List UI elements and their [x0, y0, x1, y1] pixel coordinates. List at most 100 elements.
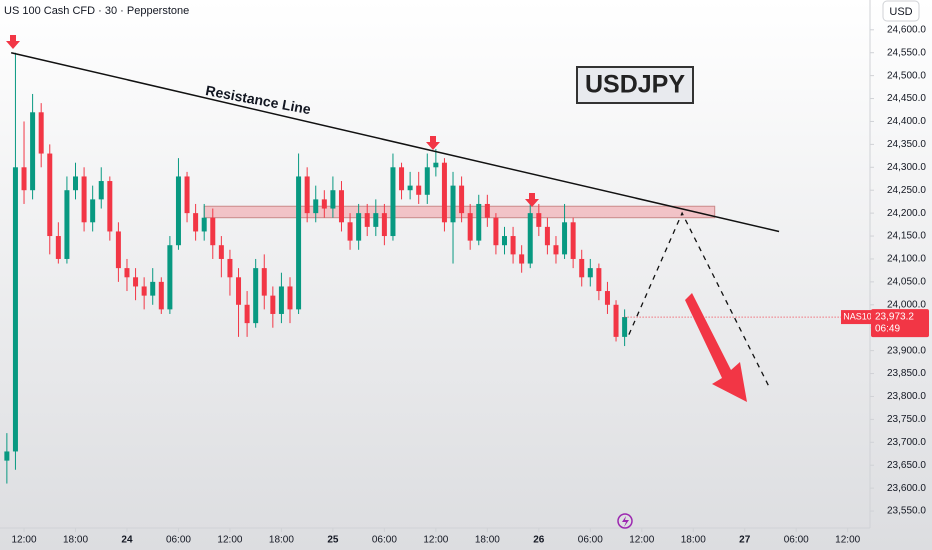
candle-body	[570, 222, 576, 259]
price-tag	[871, 309, 929, 338]
y-tick-label: 23,650.0	[887, 460, 926, 471]
y-tick-label: 23,850.0	[887, 368, 926, 379]
candle-body	[613, 304, 619, 337]
candle-body	[81, 176, 87, 223]
y-tick-label: 24,150.0	[887, 231, 926, 242]
tag-label: USDJPY	[585, 71, 685, 99]
symbol: NAS100	[843, 311, 877, 321]
event-icon[interactable]	[617, 513, 633, 529]
candle-body	[141, 286, 147, 296]
candle-body	[30, 112, 36, 191]
x-tick-label: 12:00	[12, 535, 37, 546]
x-tick-label: 18:00	[63, 535, 88, 546]
x-tick-label: 27	[739, 535, 751, 546]
candle-body	[356, 213, 362, 241]
y-tick-label: 24,200.0	[887, 208, 926, 219]
marker-arrow	[426, 136, 440, 150]
candle-body	[201, 217, 207, 232]
y-tick-label: 24,550.0	[887, 47, 926, 58]
event-bolt	[622, 516, 629, 527]
y-tick-label: 24,400.0	[887, 116, 926, 127]
candle-body	[296, 176, 302, 310]
y-tick-label: 24,250.0	[887, 185, 926, 196]
candle-body	[519, 254, 525, 264]
candle-body	[501, 236, 507, 246]
candle-body	[193, 213, 199, 232]
y-tick-label: 24,350.0	[887, 139, 926, 150]
candle-body	[73, 176, 79, 191]
candle-body	[150, 281, 156, 296]
candle-body	[587, 268, 593, 278]
y-tick-label: 24,600.0	[887, 24, 926, 35]
candle-body	[553, 245, 559, 255]
candle-body	[98, 181, 104, 200]
candle-body	[47, 153, 53, 237]
currency[interactable]: USD	[889, 6, 912, 18]
y-tick-label: 23,550.0	[887, 506, 926, 517]
x-tick-label: 18:00	[269, 535, 294, 546]
x-tick-label: 26	[533, 535, 545, 546]
candle-body	[484, 203, 490, 218]
candle-body	[64, 190, 70, 259]
projection	[628, 211, 772, 390]
candle-body	[278, 286, 284, 314]
candle-body	[4, 451, 10, 461]
candle-body	[407, 185, 413, 191]
x-tick-label: 18:00	[475, 535, 500, 546]
candle-body	[115, 231, 121, 269]
candle-body	[390, 167, 396, 237]
candle-body	[562, 222, 568, 255]
x-tick-label: 18:00	[681, 535, 706, 546]
candle-body	[270, 295, 276, 314]
candle-body	[579, 258, 585, 278]
trendline	[10, 51, 780, 233]
x-tick-label: 24	[121, 535, 133, 546]
currency-button[interactable]	[882, 0, 920, 22]
candle-body	[510, 236, 516, 255]
candle-body	[441, 162, 447, 223]
candle-body	[175, 176, 181, 246]
y-tick-label: 24,000.0	[887, 299, 926, 310]
candle-body	[218, 245, 224, 259]
candle-body	[210, 217, 216, 246]
candle-body	[330, 190, 336, 209]
x-tick-label: 12:00	[835, 535, 860, 546]
candle-body	[90, 199, 96, 223]
candle-body	[536, 213, 542, 227]
x-tick-label: 06:00	[166, 535, 191, 546]
candle-body	[184, 176, 190, 214]
countdown: 06:49	[875, 324, 900, 335]
chart-title: US 100 Cash CFD · 30 · Pepperstone	[4, 5, 189, 17]
candle-body	[424, 167, 430, 195]
candle-body	[622, 317, 628, 337]
candle-body	[12, 167, 18, 452]
candle-body	[244, 304, 250, 324]
candle-body	[399, 167, 405, 191]
x-tick-label: 25	[327, 535, 339, 546]
candle-body	[253, 268, 259, 324]
x-tick-label: 12:00	[629, 535, 654, 546]
last-price: 23,973.2	[875, 312, 914, 323]
y-tick-label: 24,450.0	[887, 93, 926, 104]
symbol-tag	[841, 310, 879, 325]
y-tick-label: 24,100.0	[887, 254, 926, 265]
candle-body	[287, 286, 293, 310]
y-tick-label: 24,300.0	[887, 162, 926, 173]
candle-body	[364, 213, 370, 227]
candle-body	[236, 277, 242, 305]
y-tick-label: 23,750.0	[887, 414, 926, 425]
x-tick-label: 06:00	[784, 535, 809, 546]
candle-body	[596, 268, 602, 292]
candle-body	[381, 213, 387, 237]
marker-arrow	[525, 193, 539, 207]
down-arrow	[685, 293, 747, 402]
y-tick-label: 23,800.0	[887, 391, 926, 402]
candle-body	[133, 277, 139, 287]
candle-body	[527, 213, 533, 264]
candle-body	[38, 112, 44, 154]
candle-body	[124, 268, 130, 278]
candle-body	[227, 258, 233, 278]
candle-body	[493, 217, 499, 246]
